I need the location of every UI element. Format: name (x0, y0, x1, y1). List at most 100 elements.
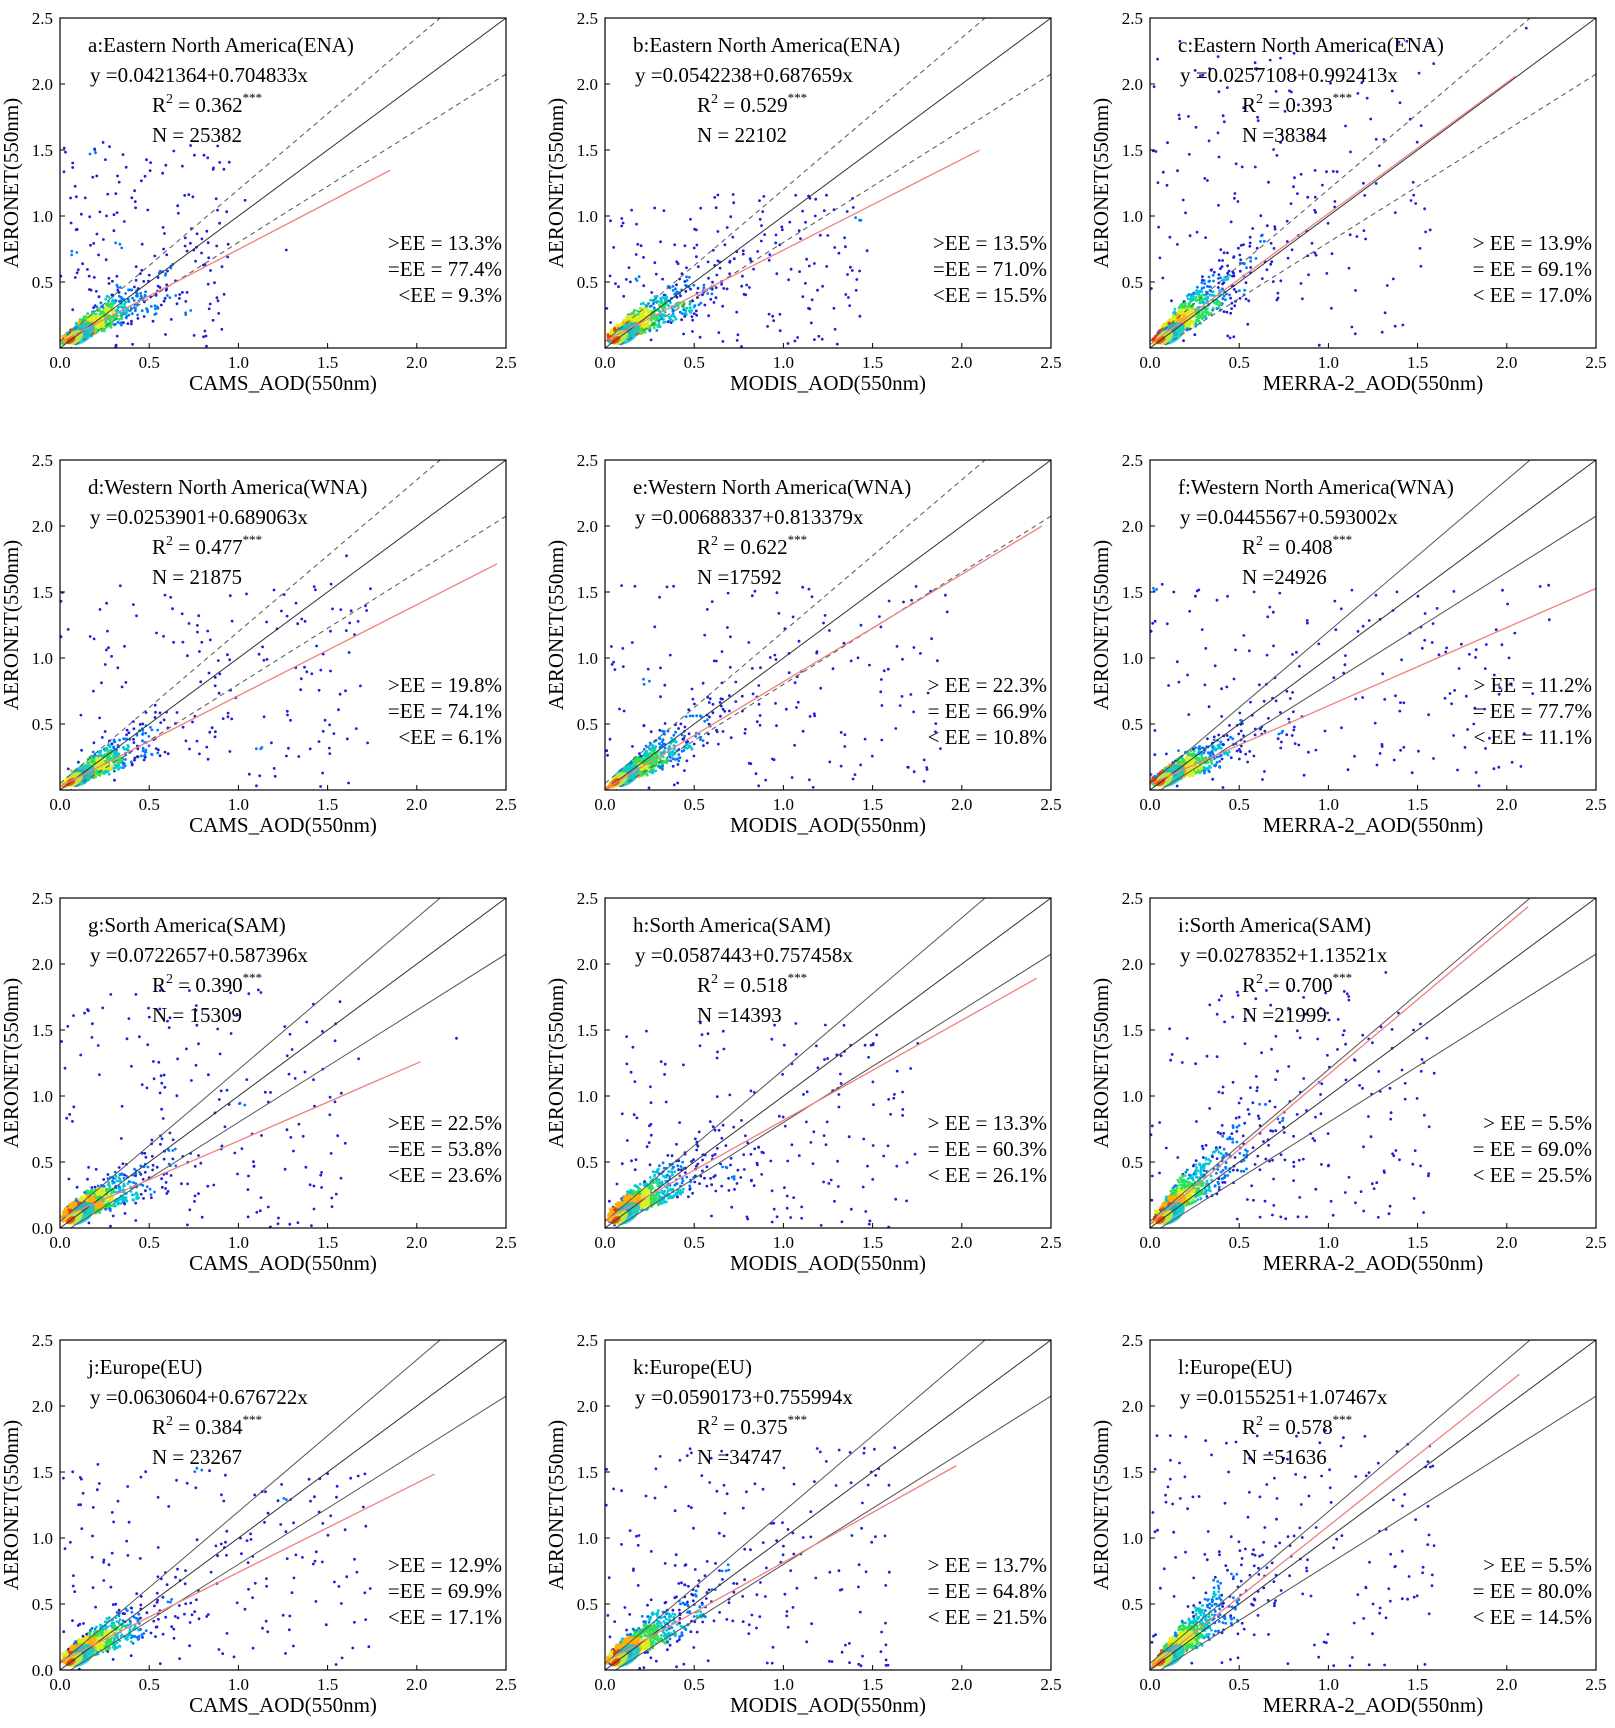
scatter-point (186, 250, 189, 253)
scatter-point (70, 254, 73, 257)
r2-significance: *** (788, 90, 808, 105)
scatter-point (1181, 303, 1184, 306)
scatter-point (137, 317, 140, 320)
scatter-point (1226, 264, 1229, 267)
x-tick-label: 2.5 (495, 353, 516, 372)
scatter-point (174, 294, 177, 297)
scatter-point (653, 307, 656, 310)
scatter-point (843, 236, 846, 239)
scatter-point (71, 162, 74, 165)
scatter-point (694, 304, 697, 307)
scatter-point (228, 658, 231, 661)
scatter-point (153, 255, 156, 258)
scatter-point (622, 222, 625, 225)
scatter-point (1159, 257, 1162, 260)
scatter-point (695, 229, 698, 232)
scatter-point (1272, 280, 1275, 283)
scatter-point (1235, 290, 1238, 293)
scatter-point (781, 228, 784, 231)
scatter-point (703, 284, 706, 287)
scatter-point (1391, 90, 1394, 93)
scatter-point (1196, 318, 1199, 321)
scatter-point (94, 151, 97, 154)
scatter-point (799, 237, 802, 240)
scatter-point (126, 729, 129, 732)
scatter-point (1381, 331, 1384, 334)
x-tick-label: 0.5 (139, 353, 160, 372)
scatter-point (124, 292, 127, 295)
scatter-point (114, 299, 117, 302)
scatter-point (350, 609, 353, 612)
scatter-point (1170, 299, 1173, 302)
scatter-point (1242, 243, 1245, 246)
scatter-point (178, 293, 181, 296)
scatter-point (93, 276, 96, 279)
scatter-point (659, 240, 662, 243)
x-tick-label: 1.5 (317, 353, 338, 372)
scatter-point (689, 311, 692, 314)
scatter-point (640, 315, 643, 318)
scatter-point (1192, 294, 1195, 297)
sample-count: N = 22102 (697, 123, 787, 147)
scatter-point (813, 338, 816, 341)
fit-line (60, 170, 390, 342)
scatter-point (1287, 257, 1290, 260)
scatter-point (84, 319, 87, 322)
scatter-point (732, 201, 735, 204)
scatter-point (707, 261, 710, 264)
scatter-point (825, 194, 828, 197)
scatter-point (814, 215, 817, 218)
scatter-point (118, 295, 121, 298)
scatter-point (92, 242, 95, 245)
scatter-point (162, 226, 165, 229)
scatter-point (77, 268, 80, 271)
scatter-point (1249, 266, 1252, 269)
scatter-point (1300, 173, 1303, 176)
scatter-point (1212, 280, 1215, 283)
scatter-point (625, 278, 628, 281)
scatter-point (1364, 238, 1367, 241)
x-tick-label: 1.0 (1318, 353, 1339, 372)
scatter-point (649, 305, 652, 308)
scatter-point (89, 153, 92, 156)
scatter-point (1233, 288, 1236, 291)
ee-above-text: >EE = 13.5% (933, 231, 1047, 255)
scatter-point (1410, 199, 1413, 202)
scatter-point (98, 717, 101, 720)
scatter-point (1189, 234, 1192, 237)
scatter-point (1226, 335, 1229, 338)
scatter-point (216, 209, 219, 212)
scatter-point (638, 318, 641, 321)
scatter-point (157, 285, 160, 288)
scatter-point (1173, 317, 1176, 320)
scatter-point (95, 326, 98, 329)
scatter-point (1432, 62, 1435, 65)
scatter-point (756, 250, 759, 253)
scatter-point (1243, 289, 1246, 292)
scatter-point (1321, 184, 1324, 187)
scatter-point (677, 262, 680, 265)
scatter-point (270, 741, 273, 744)
scatter-point (672, 308, 675, 311)
scatter-point (641, 325, 644, 328)
scatter-point (1194, 296, 1197, 299)
scatter-point (140, 179, 143, 182)
scatter-point (63, 147, 66, 150)
scatter-point (847, 296, 850, 299)
scatter-point (844, 245, 847, 248)
scatter-point (743, 293, 746, 296)
scatter-point (680, 318, 683, 321)
scatter-point (1424, 231, 1427, 234)
scatter-point (1233, 197, 1236, 200)
scatter-point (1188, 293, 1191, 296)
scatter-point (93, 148, 96, 151)
scatter-point (125, 317, 128, 320)
scatter-point (1267, 181, 1270, 184)
scatter-point (1273, 225, 1276, 228)
scatter-point (1226, 252, 1229, 255)
scatter-point (70, 769, 73, 772)
scatter-point (1226, 311, 1229, 314)
scatter-point (196, 631, 199, 634)
scatter-point (1245, 266, 1248, 269)
r2-value: 0.393 (1285, 93, 1332, 117)
